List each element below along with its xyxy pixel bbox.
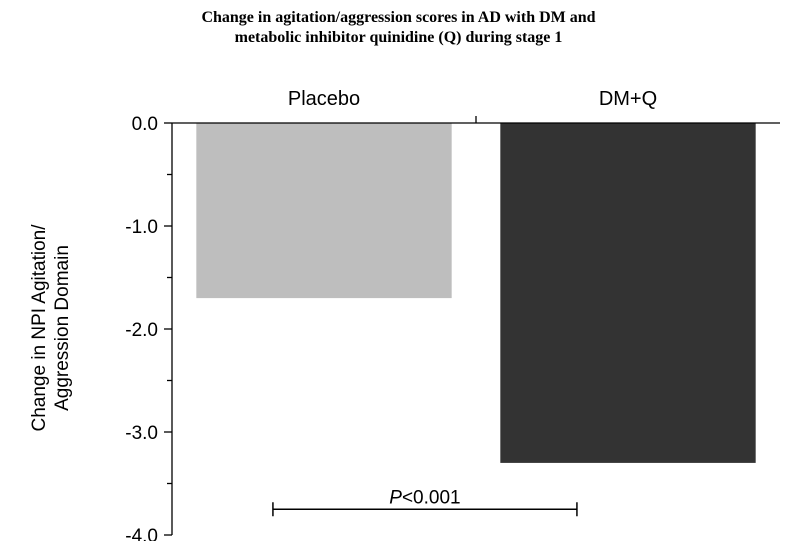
bar-placebo bbox=[196, 123, 452, 299]
y-axis-label-line-1: Change in NPI Agitation/ bbox=[29, 224, 50, 432]
y-tick-label: -3.0 bbox=[125, 423, 158, 444]
x-category-label: Placebo bbox=[288, 88, 360, 110]
chart-title-line-1: Change in agitation/aggression scores in… bbox=[201, 9, 596, 26]
x-category-label: DM+Q bbox=[599, 88, 657, 110]
p-value-symbol: P bbox=[389, 487, 402, 508]
y-axis-label: Change in NPI Agitation/ Aggression Doma… bbox=[29, 224, 73, 432]
chart-title-line-2: metabolic inhibitor quinidine (Q) during… bbox=[234, 29, 563, 46]
y-tick-label: 0.0 bbox=[132, 114, 158, 135]
chart-title: Change in agitation/aggression scores in… bbox=[0, 8, 797, 48]
bar-dm-q bbox=[500, 123, 756, 463]
p-value-annotation: P<0.001 bbox=[389, 487, 460, 508]
p-value-text: <0.001 bbox=[402, 487, 461, 508]
y-axis-label-line-2: Aggression Domain bbox=[52, 245, 73, 411]
y-tick-label: -1.0 bbox=[125, 217, 158, 238]
y-tick-label: -2.0 bbox=[125, 320, 158, 341]
y-tick-label: -4.0 bbox=[125, 526, 158, 541]
